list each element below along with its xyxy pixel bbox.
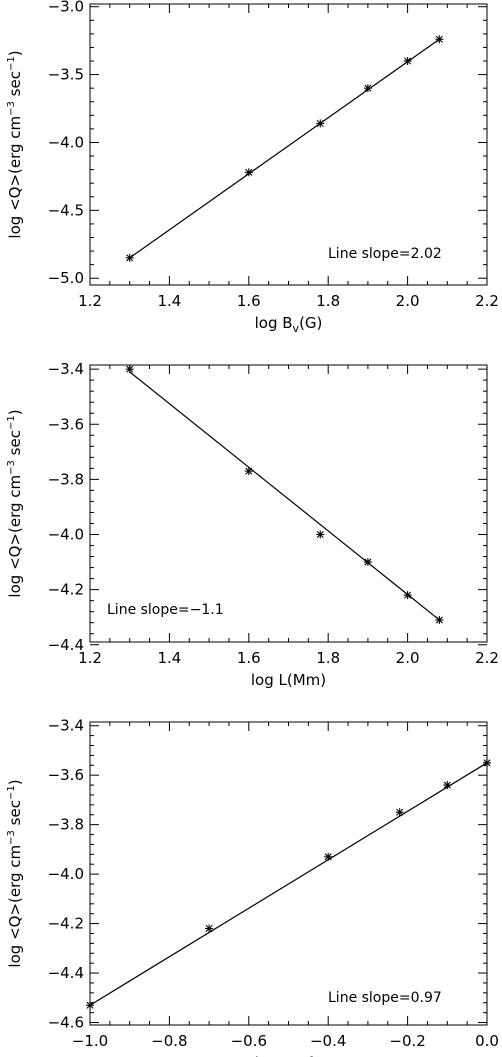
data-point-marker [324, 852, 333, 861]
x-tick-label: −0.4 [310, 1032, 346, 1050]
chart-panel-1: 1.2 1.4 1.6 1.8 2.0 2.2 −5.0 −4.5 −4.0 −3.5 −3.0 Li… [6, 0, 499, 335]
x-axis-title-tail: (G) [299, 314, 322, 332]
x-axis-title-subscript: v [293, 322, 300, 335]
data-point-marker [244, 467, 253, 476]
data-point-marker [125, 253, 134, 262]
data-point-marker [86, 1001, 94, 1010]
y-tick-label: −4.0 [48, 133, 84, 151]
x-tick-label: 2.0 [396, 292, 420, 310]
y-axis-title-mid: sec [6, 800, 24, 830]
y-tick-label: −4.2 [48, 915, 84, 933]
fit-line [89, 762, 488, 1006]
y-axis-title-end: ) [6, 779, 24, 785]
x-tick-label: −1.0 [72, 1032, 108, 1050]
x-tick-label: 1.8 [316, 649, 340, 667]
y-axis-title-mid: sec [6, 71, 24, 101]
y-tick-label: −4.0 [48, 526, 84, 544]
y-axis-title-superscript-1: −3 [6, 460, 17, 475]
y-axis-title-superscript-1: −3 [6, 830, 17, 845]
y-axis-title-mid: sec [6, 430, 24, 460]
y-tick-label: −3.5 [48, 66, 84, 84]
x-tick-label: 1.6 [237, 292, 261, 310]
data-point-marker [403, 591, 412, 600]
x-tick-label: 1.8 [316, 292, 340, 310]
data-point-marker [363, 558, 372, 567]
y-tick-label: −4.5 [48, 201, 84, 219]
x-axis-title: log L(Mm) [251, 671, 326, 689]
y-axis-title-end: ) [6, 50, 24, 56]
data-point-marker [435, 615, 444, 624]
x-tick-label: 2.0 [396, 649, 420, 667]
data-point-marker [435, 35, 444, 44]
fit-line [129, 371, 440, 621]
y-axis-title: log <Q>(erg cm−3 sec−1) [6, 50, 24, 238]
y-axis-title-superscript-1: −3 [6, 101, 17, 116]
x-tick-label: 0.0 [475, 1032, 499, 1050]
chart-panel-2: 1.2 1.4 1.6 1.8 2.0 2.2 −4.4 −4.2 −4.0 −3.8 −3.6 −3… [6, 360, 499, 689]
x-tick-label: 1.4 [157, 649, 181, 667]
y-axis-title-superscript-2: −1 [6, 785, 17, 800]
x-tick-label: −0.8 [151, 1032, 187, 1050]
y-axis-title-superscript-2: −1 [6, 56, 17, 71]
fit-line [129, 38, 440, 259]
y-axis-title-main: log <Q>(erg cm [6, 475, 24, 598]
slope-annotation: Line slope=0.97 [328, 990, 442, 1006]
x-tick-label: 2.2 [475, 649, 499, 667]
x-tick-label: 1.4 [157, 292, 181, 310]
y-axis-title: log <Q>(erg cm−3 sec−1) [6, 409, 24, 597]
data-point-marker [483, 758, 491, 767]
data-point-marker [316, 530, 325, 539]
x-tick-label: 1.6 [237, 649, 261, 667]
y-tick-label: −4.4 [48, 964, 84, 982]
x-tick-label: −0.6 [231, 1032, 267, 1050]
slope-annotation: Line slope=−1.1 [107, 602, 224, 618]
y-tick-label: −3.4 [48, 717, 84, 735]
y-tick-label: −4.0 [48, 865, 84, 883]
data-point-marker [403, 57, 412, 66]
x-tick-label: 2.2 [475, 292, 499, 310]
y-tick-label: −5.0 [48, 269, 84, 287]
y-axis-title-main: log <Q>(erg cm [6, 116, 24, 239]
y-tick-label: −3.4 [48, 360, 84, 378]
x-tick-label: −0.2 [389, 1032, 425, 1050]
slope-annotation: Line slope=2.02 [328, 246, 442, 262]
y-tick-label: −4.6 [48, 1014, 84, 1032]
y-tick-label: −4.4 [48, 636, 84, 654]
x-axis-title-main: log tanθ [255, 1054, 316, 1057]
y-tick-label: −3.8 [48, 816, 84, 834]
plot-frame [89, 721, 488, 1026]
x-axis-title: log Bv(G) [255, 314, 323, 335]
data-point-marker [316, 119, 325, 128]
y-tick-label: −3.6 [48, 766, 84, 784]
y-tick-label: −4.2 [48, 581, 84, 599]
x-axis-title-main: log B [255, 314, 293, 332]
data-point-marker [443, 781, 452, 790]
x-axis-title: log tanθc [255, 1054, 322, 1057]
data-point-marker [395, 808, 404, 817]
y-axis-title-main: log <Q>(erg cm [6, 845, 24, 968]
y-axis-title-end: ) [6, 409, 24, 415]
data-point-marker [205, 924, 214, 933]
y-axis-title: log <Q>(erg cm−3 sec−1) [6, 779, 24, 967]
y-axis-title-superscript-2: −1 [6, 415, 17, 430]
data-point-marker [363, 84, 372, 93]
x-tick-label: 1.2 [78, 649, 102, 667]
x-tick-label: 1.2 [78, 292, 102, 310]
plot-frame [89, 364, 488, 643]
chart-panel-3: −1.0 −0.8 −0.6 −0.4 −0.2 0.0 −4.6 −4.4 −4.2 −4.0 −… [6, 717, 499, 1057]
data-point-marker [244, 168, 253, 177]
x-axis-title-main: log L(Mm) [251, 671, 326, 689]
y-tick-label: −3.6 [48, 415, 84, 433]
data-point-marker [125, 365, 134, 374]
y-tick-label: −3.8 [48, 470, 84, 488]
plot-frame [89, 3, 488, 286]
y-tick-label: −3.0 [48, 0, 84, 16]
